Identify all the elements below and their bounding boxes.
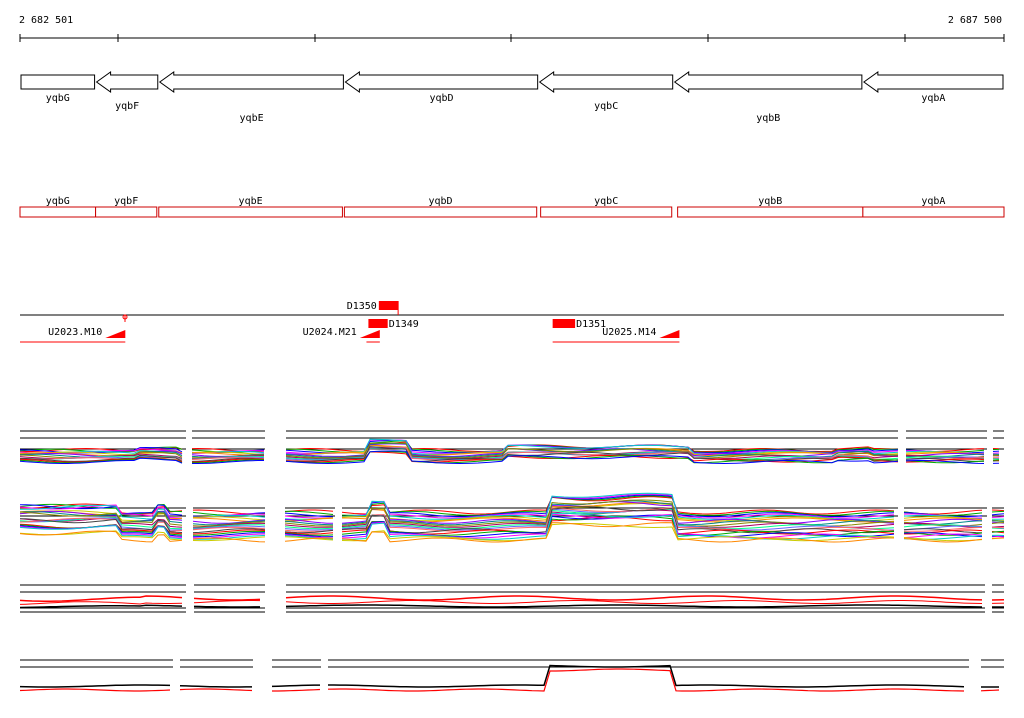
expression-line bbox=[194, 606, 260, 607]
expression-line bbox=[20, 596, 182, 601]
expression-line bbox=[904, 529, 982, 533]
expression-line bbox=[992, 510, 1004, 511]
expression-line bbox=[180, 686, 252, 687]
expression-line bbox=[992, 511, 1004, 512]
expression-track-4 bbox=[20, 660, 1004, 691]
expression-line bbox=[342, 507, 894, 533]
cds-box-track: yqbG yqbF yqbE yqbD yqbC yqbB yqbA bbox=[20, 196, 1004, 217]
cds-label-yqbE: yqbE bbox=[239, 196, 263, 207]
feature-box-D1350 bbox=[379, 301, 398, 310]
feature-box-D1349 bbox=[368, 319, 387, 328]
ruler-start-label: 2 682 501 bbox=[19, 15, 73, 26]
cds-box-yqbG bbox=[20, 207, 96, 217]
expression-track-1 bbox=[20, 431, 1004, 464]
expression-track-2 bbox=[20, 493, 1004, 542]
cds-box-yqbD bbox=[344, 207, 536, 217]
gene-label-yqbB: yqbB bbox=[756, 113, 780, 124]
expression-line bbox=[20, 602, 182, 605]
expression-line bbox=[194, 601, 260, 603]
cds-box-yqbE bbox=[159, 207, 343, 217]
cds-label-yqbF: yqbF bbox=[114, 196, 138, 207]
segment-label-U2023.M10: U2023.M10 bbox=[48, 327, 102, 338]
expression-line bbox=[992, 514, 1004, 515]
cds-box-yqbC bbox=[541, 207, 672, 217]
expression-line bbox=[328, 666, 964, 688]
cds-box-yqbA bbox=[863, 207, 1004, 217]
expression-line bbox=[992, 531, 1004, 532]
expression-line bbox=[272, 685, 320, 686]
expression-track-3 bbox=[20, 585, 1004, 612]
expression-line bbox=[992, 517, 1004, 518]
cds-label-yqbD: yqbD bbox=[429, 196, 453, 207]
gene-arrow-yqbA bbox=[864, 72, 1003, 92]
gene-arrow-yqbG bbox=[21, 75, 95, 89]
expression-line bbox=[272, 690, 320, 692]
gene-arrow-yqbB bbox=[675, 72, 862, 92]
expression-line bbox=[992, 521, 1004, 522]
gene-arrow-track: yqbG yqbF yqbE yqbD yqbC yqbB yqbA bbox=[21, 72, 1003, 124]
gene-label-yqbE: yqbE bbox=[240, 113, 264, 124]
gene-arrow-yqbF bbox=[97, 72, 158, 92]
cds-label-yqbC: yqbC bbox=[594, 196, 618, 207]
segment-triangle-U2023.M10 bbox=[105, 330, 125, 338]
expression-line bbox=[286, 596, 982, 600]
gene-label-yqbC: yqbC bbox=[594, 101, 618, 112]
expression-line bbox=[981, 690, 999, 691]
expression-line bbox=[20, 605, 182, 607]
expression-line bbox=[194, 598, 260, 600]
gene-label-yqbF: yqbF bbox=[115, 101, 139, 112]
cds-box-yqbF bbox=[96, 207, 157, 217]
expression-line bbox=[180, 689, 252, 691]
feature-label-D1349: D1349 bbox=[389, 319, 419, 330]
ruler-end-label: 2 687 500 bbox=[948, 15, 1002, 26]
coordinate-ruler: 2 682 501 2 687 500 bbox=[19, 15, 1004, 42]
gene-arrow-yqbD bbox=[345, 72, 537, 92]
feature-label-D1350: D1350 bbox=[347, 301, 377, 312]
expression-line bbox=[286, 601, 982, 604]
feature-box-D1351 bbox=[553, 319, 575, 328]
expression-line bbox=[20, 689, 170, 691]
gene-label-yqbA: yqbA bbox=[921, 93, 945, 104]
segment-triangle-U2024.M21 bbox=[360, 330, 380, 338]
gene-arrow-yqbE bbox=[160, 72, 344, 92]
gene-label-yqbD: yqbD bbox=[429, 93, 453, 104]
cds-label-yqbA: yqbA bbox=[921, 196, 945, 207]
gene-label-yqbG: yqbG bbox=[46, 93, 70, 104]
expression-line bbox=[286, 605, 982, 607]
segment-triangle-U2025.M14 bbox=[659, 330, 679, 338]
segment-label-U2024.M21: U2024.M21 bbox=[303, 327, 357, 338]
segment-label-U2025.M14: U2025.M14 bbox=[602, 327, 656, 338]
cds-label-yqbB: yqbB bbox=[758, 196, 782, 207]
cds-label-yqbG: yqbG bbox=[46, 196, 70, 207]
cds-box-yqbB bbox=[678, 207, 863, 217]
gene-arrow-yqbC bbox=[540, 72, 673, 92]
expression-line bbox=[20, 685, 170, 687]
